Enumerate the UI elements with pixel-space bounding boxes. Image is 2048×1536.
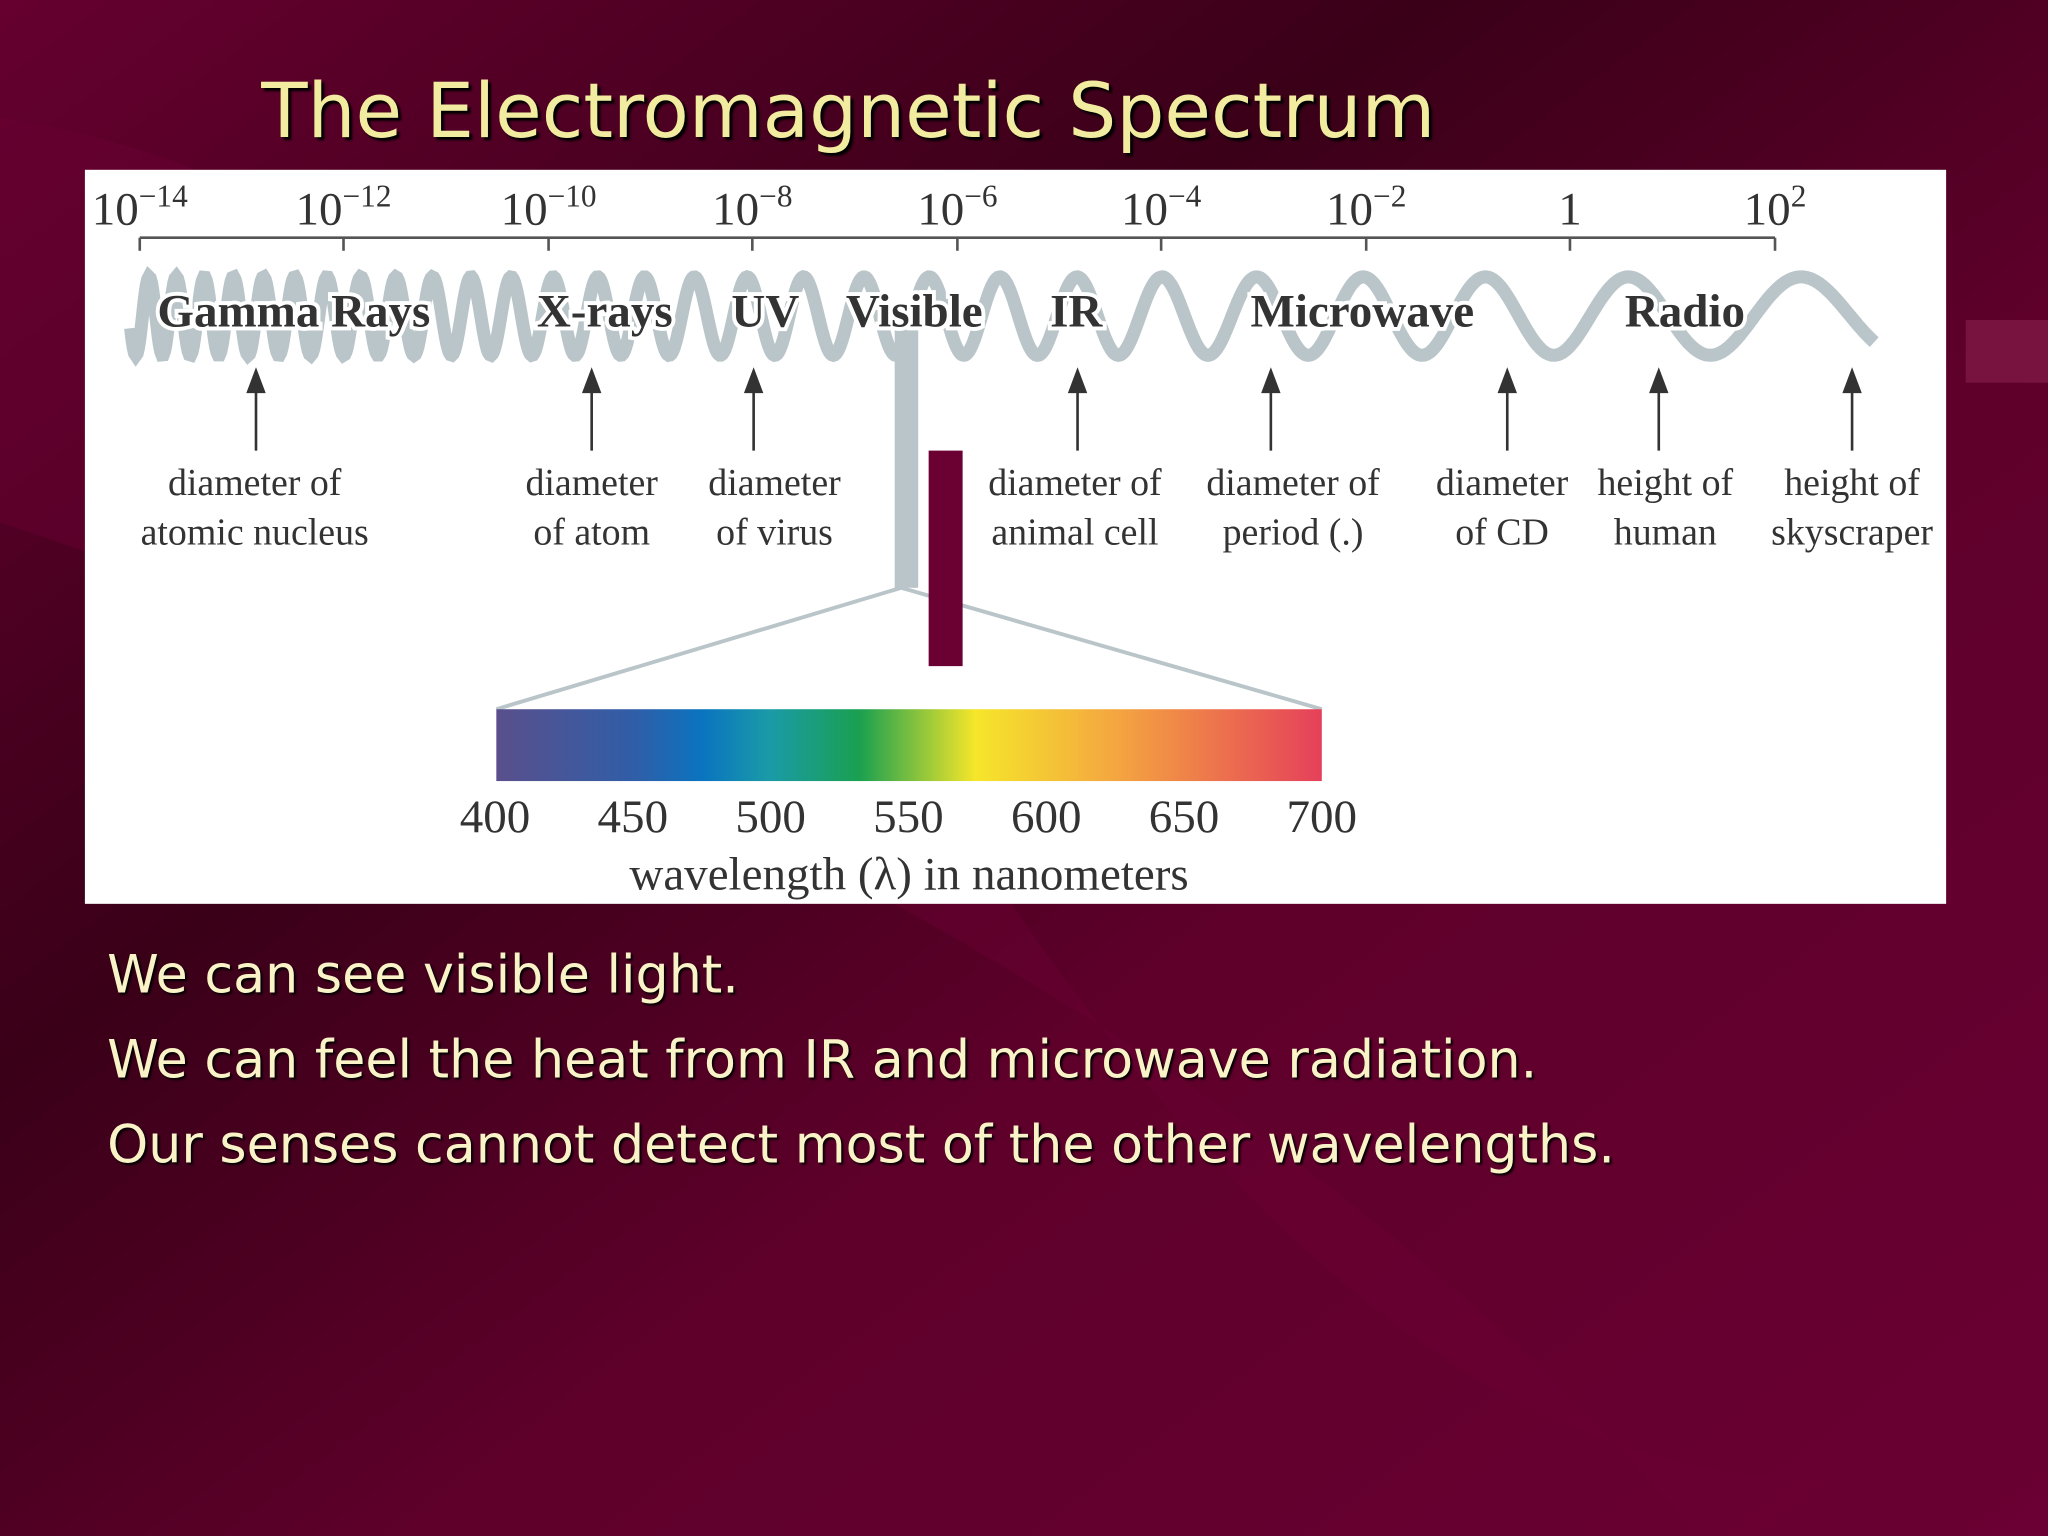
object-label: diameter <box>525 462 658 504</box>
band-label: Visible <box>846 286 983 338</box>
visible-tick-label: 550 <box>873 791 944 843</box>
scale-base: 1 <box>1558 184 1582 236</box>
object-label: period (.) <box>1223 512 1364 554</box>
object-label: of virus <box>716 512 833 554</box>
scale-label: 10−6 <box>917 178 997 235</box>
scale-exponent: −8 <box>759 178 792 213</box>
scale-base: 10 <box>92 184 139 236</box>
band-label: IR <box>1050 286 1103 338</box>
scale-label: 1 <box>1558 184 1582 236</box>
scale-exponent: −6 <box>964 178 997 213</box>
scale-base: 10 <box>1326 184 1373 236</box>
scale-label: 10−2 <box>1326 178 1406 235</box>
arrow <box>246 367 266 451</box>
bullet-text: We can see visible light. <box>107 946 739 1006</box>
object-label: of CD <box>1455 512 1549 554</box>
band-label: UV <box>731 286 799 338</box>
overlay-bar <box>928 450 963 667</box>
arrow <box>1842 367 1862 451</box>
object-label: diameter <box>708 462 841 504</box>
scale-exponent: −10 <box>548 178 597 213</box>
scale-base: 10 <box>917 184 964 236</box>
band-label: Gamma Rays <box>157 286 430 338</box>
scale-exponent: 2 <box>1791 178 1807 213</box>
diagram-content: 10−14 10−12 10−10 10−8 10−6 10−4 10−2 1 102Gamma… <box>92 178 1934 900</box>
scale-label: 10−12 <box>296 178 392 235</box>
scale-label: 10−14 <box>92 178 188 235</box>
wave <box>124 266 1879 367</box>
scale-base: 10 <box>1744 184 1791 236</box>
arrow <box>1649 367 1669 451</box>
object-label: atomic nucleus <box>141 512 369 554</box>
object-label: diameter <box>1436 462 1569 504</box>
background-swoosh <box>1965 320 2048 383</box>
slide-title: The Electromagnetic Spectrum <box>260 67 1435 155</box>
band-label: Microwave <box>1250 286 1474 338</box>
object-label: diameter of <box>168 462 342 504</box>
object-label: human <box>1614 512 1717 554</box>
object-label: of atom <box>533 512 650 554</box>
band-label: X-rays <box>537 286 673 338</box>
scale-base: 10 <box>501 184 548 236</box>
visible-tick-label: 600 <box>1011 791 1082 843</box>
object-label: diameter of <box>988 462 1162 504</box>
visible-axis-label: wavelength (λ) in nanometers <box>629 848 1188 900</box>
arrow <box>743 367 764 451</box>
visible-tick-label: 450 <box>598 791 669 843</box>
scale-label: 10−10 <box>501 178 597 235</box>
object-label: animal cell <box>991 512 1158 554</box>
object-label: height of <box>1597 462 1733 504</box>
arrow <box>1497 367 1517 451</box>
object-label: height of <box>1784 462 1920 504</box>
visible-tick-label: 400 <box>460 791 531 843</box>
scale-base: 10 <box>296 184 343 236</box>
visible-tick-label: 700 <box>1287 791 1358 843</box>
visible-spectrum-bar <box>496 709 1322 782</box>
bullet-text: We can feel the heat from IR and microwa… <box>107 1031 1537 1091</box>
scale-label: 10−4 <box>1121 178 1202 235</box>
scale-exponent: −4 <box>1168 178 1202 213</box>
scale-exponent: −14 <box>139 178 188 213</box>
arrow <box>581 367 602 451</box>
visible-tick-label: 500 <box>735 791 806 843</box>
object-label: skyscraper <box>1771 512 1933 554</box>
visible-tick-label: 650 <box>1149 791 1220 843</box>
arrow <box>1261 367 1281 451</box>
scale-label: 10−8 <box>712 178 792 235</box>
scale-exponent: −12 <box>343 178 392 213</box>
object-label: diameter of <box>1206 462 1380 504</box>
scale-label: 102 <box>1744 178 1807 235</box>
zoom-stem <box>894 326 919 588</box>
scale-base: 10 <box>712 184 759 236</box>
scale-exponent: −2 <box>1373 178 1406 213</box>
scale-base: 10 <box>1121 184 1168 236</box>
arrow <box>1067 367 1088 451</box>
bullets: We can see visible light. We can feel the… <box>107 946 1615 1176</box>
bullet-text: Our senses cannot detect most of the oth… <box>107 1115 1615 1175</box>
band-label: Radio <box>1625 286 1745 338</box>
